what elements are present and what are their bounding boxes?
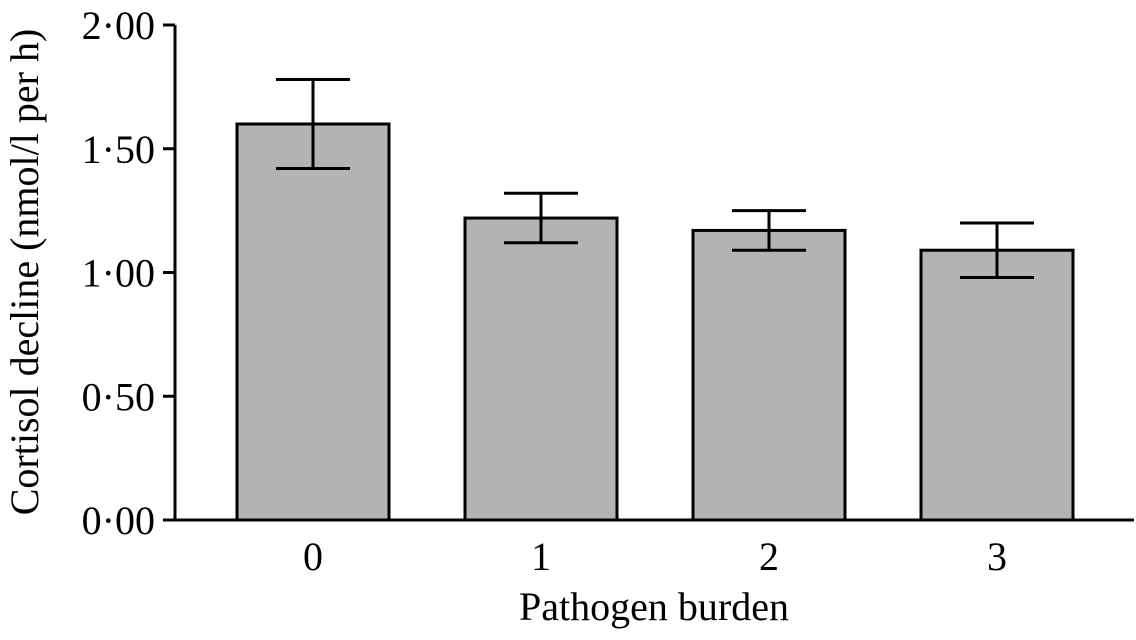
error-bar-2 xyxy=(732,209,806,252)
error-bar-3 xyxy=(960,221,1034,279)
bars-layer xyxy=(235,122,1075,522)
bar-1 xyxy=(463,216,619,522)
x-tick-label: 1 xyxy=(531,534,551,579)
y-tick-label: 1·50 xyxy=(82,127,155,172)
error-bars-layer xyxy=(276,77,1034,279)
bar-0 xyxy=(235,122,391,522)
bar-2 xyxy=(691,228,847,522)
x-axis-title: Pathogen burden xyxy=(519,584,789,629)
y-tick-label: 2·00 xyxy=(82,3,155,48)
x-tick-label: 0 xyxy=(303,534,323,579)
y-tick-label: 0·00 xyxy=(82,498,155,543)
y-tick-label: 1·00 xyxy=(82,251,155,296)
y-axis-title: Cortisol decline (nmol/l per h) xyxy=(2,29,47,516)
y-ticks-layer: 0·00 0·50 1·00 1·50 2·00 xyxy=(82,3,175,543)
x-tick-label: 3 xyxy=(987,534,1007,579)
error-bar-0 xyxy=(276,77,350,171)
x-tick-label: 2 xyxy=(759,534,779,579)
x-ticks-layer: 0 1 2 3 xyxy=(303,534,1007,579)
error-bar-1 xyxy=(504,191,578,245)
bar-3 xyxy=(919,248,1075,522)
y-tick-label: 0·50 xyxy=(82,374,155,419)
